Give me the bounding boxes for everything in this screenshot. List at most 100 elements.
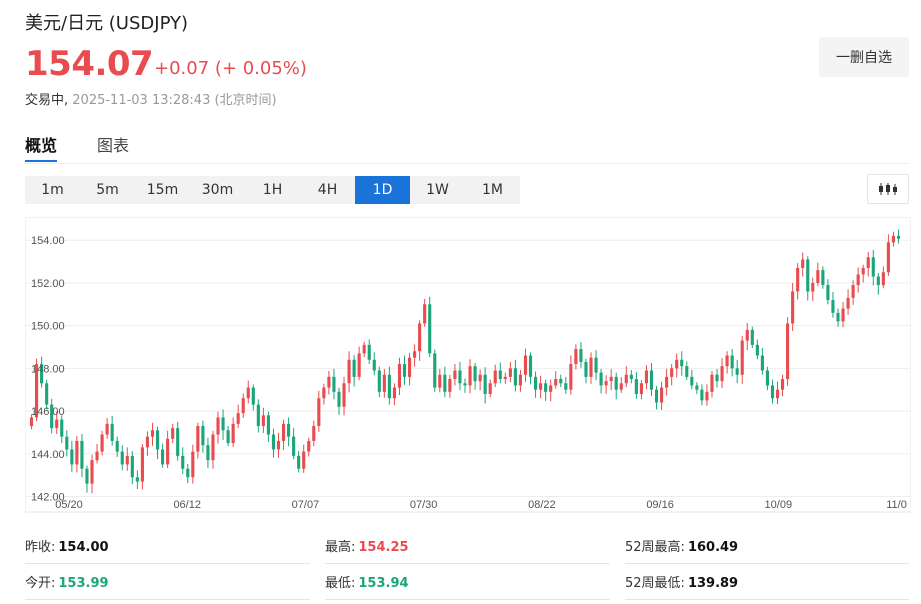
candle	[705, 384, 709, 406]
candle	[851, 280, 855, 305]
candle	[322, 383, 326, 405]
candle-body	[387, 374, 391, 399]
period-1d[interactable]: 1D	[355, 176, 410, 204]
candle	[125, 447, 129, 471]
candle	[256, 399, 260, 433]
candle-body	[100, 434, 104, 452]
candle	[90, 454, 94, 494]
candle	[55, 411, 59, 434]
candle-body	[196, 425, 200, 452]
candle-body	[508, 368, 512, 377]
candle-body	[881, 272, 885, 286]
candle-body	[806, 259, 810, 292]
candle	[796, 263, 800, 300]
period-1m[interactable]: 1m	[41, 182, 64, 198]
candle-body	[433, 353, 437, 388]
candle-body	[624, 374, 628, 384]
candle-body	[302, 451, 306, 469]
candle-body	[397, 364, 402, 388]
chart-type-button[interactable]	[867, 174, 909, 204]
candle	[34, 358, 39, 422]
candle-body	[307, 440, 311, 452]
candle	[700, 384, 704, 406]
candle-body	[564, 383, 568, 390]
period-1mo[interactable]: 1M	[482, 182, 503, 198]
candle-body	[836, 312, 840, 322]
stat-value: 153.99	[58, 576, 109, 591]
candle-body	[796, 267, 800, 292]
candle	[604, 375, 608, 394]
candle	[382, 368, 386, 398]
candle-body	[201, 425, 205, 446]
candle-body	[760, 355, 764, 371]
candle	[60, 415, 64, 444]
candle	[539, 375, 543, 399]
candle	[155, 426, 160, 460]
candle	[584, 358, 588, 384]
candle	[226, 425, 230, 447]
candle-body	[407, 357, 412, 377]
candle	[780, 374, 785, 397]
stat-label: 今开:	[25, 576, 56, 591]
candle	[725, 351, 729, 374]
x-tick-label: 11/0	[886, 499, 907, 511]
candle-body	[402, 364, 407, 377]
candle-body	[629, 374, 633, 380]
candle-body	[720, 366, 724, 382]
candle	[619, 376, 623, 393]
period-5m[interactable]: 5m	[96, 182, 119, 198]
stat-open: 今开: 153.99	[25, 566, 310, 600]
candle-body	[695, 385, 699, 390]
candle-body	[110, 423, 114, 441]
candle	[579, 342, 583, 368]
candle-body	[125, 455, 129, 465]
candle-body	[40, 364, 44, 384]
candle	[236, 404, 240, 429]
candle	[806, 256, 810, 301]
candle	[423, 298, 427, 327]
candle-body	[85, 468, 89, 484]
candle	[528, 352, 533, 385]
period-4h[interactable]: 4H	[317, 182, 338, 198]
candle	[246, 380, 250, 404]
candle-body	[539, 383, 543, 390]
period-30m[interactable]: 30m	[201, 182, 234, 198]
stat-label: 52周最低:	[625, 576, 685, 591]
candle	[534, 371, 538, 398]
candle-body	[392, 387, 396, 399]
stat-52w-high: 52周最高: 160.49	[625, 530, 909, 564]
candle-body	[775, 389, 780, 399]
candle-body	[770, 385, 775, 399]
candle-body	[231, 423, 235, 444]
candle-body	[236, 413, 240, 424]
candle-body	[357, 353, 361, 377]
candle-body	[458, 370, 462, 384]
candle	[150, 422, 155, 446]
candle	[609, 368, 613, 391]
tab-overview[interactable]: 概览	[25, 136, 58, 155]
candle	[120, 445, 124, 471]
tab-chart[interactable]: 图表	[97, 136, 130, 155]
candle-body	[65, 436, 69, 450]
candle	[45, 379, 49, 410]
period-15m[interactable]: 15m	[146, 182, 179, 198]
period-1h[interactable]: 1H	[262, 182, 283, 198]
price-chart[interactable]: 154.00 152.00 150.00 148.00 146.00 144.00 142.…	[25, 217, 911, 513]
candle-body	[105, 423, 109, 435]
candle-body	[559, 379, 563, 384]
candle-body	[372, 359, 376, 371]
candle	[438, 368, 442, 393]
candle-body	[604, 381, 608, 386]
instrument-title: 美元/日元 (USDJPY)	[25, 13, 189, 34]
stat-high: 最高: 154.25	[325, 530, 610, 564]
candle-body	[176, 428, 180, 456]
candle-body	[120, 451, 124, 465]
candle-body	[443, 374, 447, 392]
candle	[665, 368, 669, 396]
candle	[624, 366, 628, 388]
candle	[690, 369, 694, 390]
candle-body	[55, 419, 59, 429]
remove-watchlist-button[interactable]: 一删自选	[819, 37, 909, 77]
period-1w[interactable]: 1W	[426, 182, 449, 198]
candle-body	[579, 349, 583, 362]
